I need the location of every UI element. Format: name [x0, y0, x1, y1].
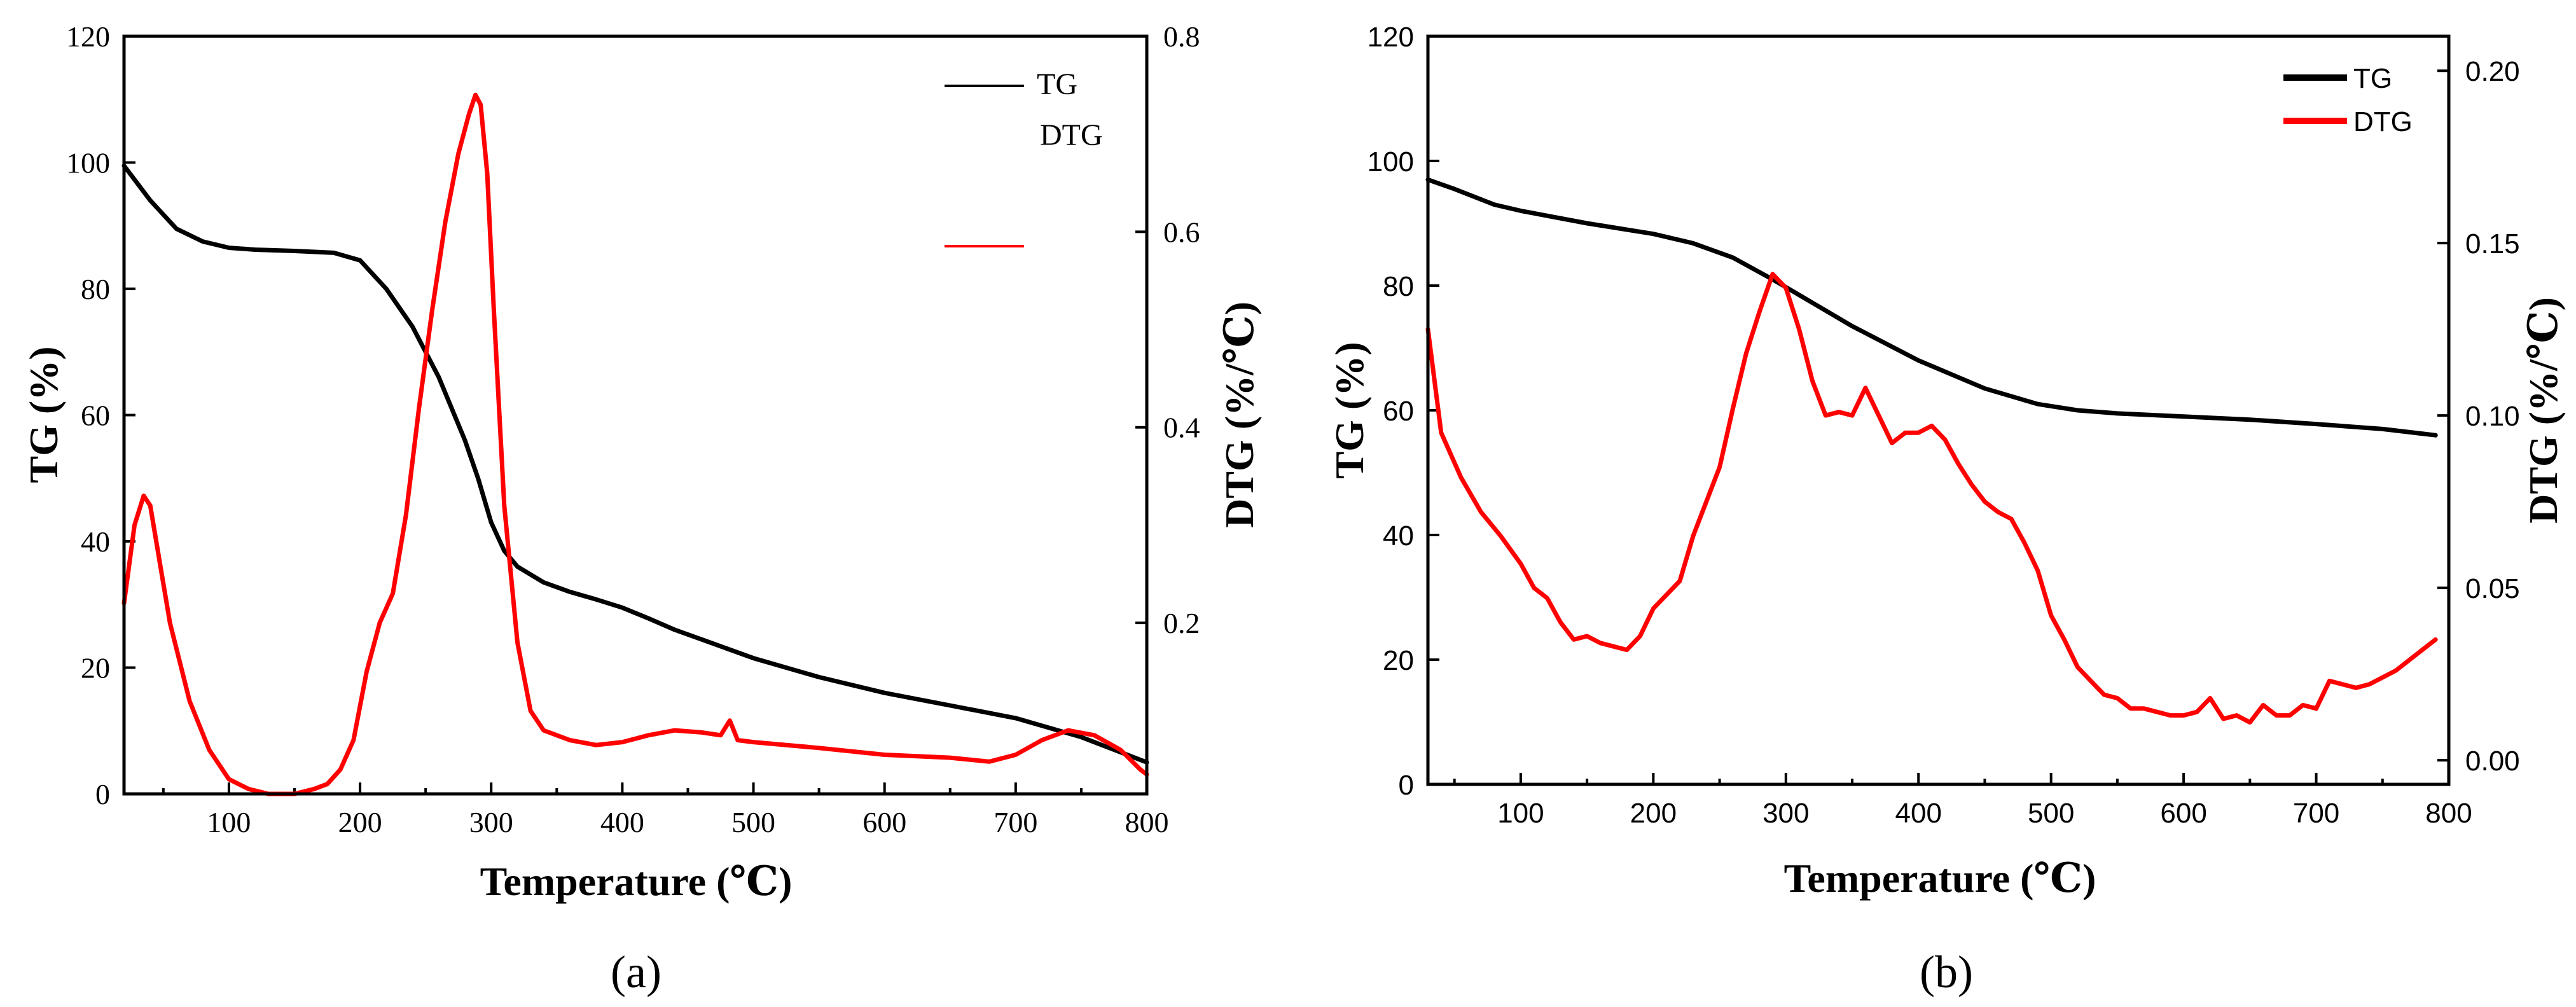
chart-b-series-dtg-line — [1425, 272, 2438, 725]
legend-b-dtg-label: DTG — [2353, 106, 2413, 137]
chart-panel-b: 100 200 300 400 500 600 700 800 0 20 40 60 80 100 120 0… — [1327, 22, 2566, 997]
chart-a-x-axis-title: Temperature (℃) — [480, 859, 793, 904]
chart-b-legend: TG DTG — [2283, 63, 2413, 137]
chart-a-y-left-tick-label: 60 — [81, 399, 110, 432]
chart-a-x-tick-label: 700 — [994, 806, 1037, 838]
chart-a-x-tick-label: 200 — [338, 806, 382, 838]
chart-a-x-tick-label: 300 — [469, 806, 513, 838]
chart-a-legend: TG DTG — [945, 67, 1103, 247]
chart-b-y-left-tick-label: 20 — [1383, 645, 1414, 676]
chart-b-y-right-tick-label: 0.20 — [2465, 56, 2520, 87]
chart-b-y-left-tick-label: 120 — [1368, 22, 1414, 53]
chart-b-x-tick-label: 500 — [2028, 798, 2074, 829]
chart-b-plot-frame — [1426, 34, 2451, 786]
chart-a-x-tick-label: 100 — [207, 806, 251, 838]
chart-b-y-right-tick-label: 0.15 — [2465, 228, 2520, 260]
chart-a-left-axis-title: TG (%) — [21, 346, 66, 483]
chart-b-y-right-tick-label: 0.00 — [2465, 746, 2520, 777]
chart-b-x-axis-title: Temperature (℃) — [1784, 856, 2096, 901]
chart-b-x-tick-label: 800 — [2425, 798, 2472, 829]
chart-b-x-tick-label: 600 — [2160, 798, 2206, 829]
chart-b-series-tg-line — [1425, 177, 2438, 438]
chart-b-y-left-tick-label: 80 — [1383, 271, 1414, 302]
chart-a-ticks: 100 200 300 400 500 600 700 800 0 20 40 60 80 100 120 0… — [66, 20, 1200, 838]
legend-a-dtg-label: DTG — [1040, 118, 1103, 152]
chart-a-x-tick-label: 800 — [1125, 806, 1169, 838]
chart-a-y-right-tick-label: 0.8 — [1163, 20, 1200, 53]
chart-a-right-axis-title: DTG (%/℃) — [1217, 302, 1262, 528]
chart-a-y-left-tick-label: 120 — [66, 20, 110, 53]
chart-a-y-left-tick-label: 0 — [95, 778, 110, 810]
chart-b-ticks: 100 200 300 400 500 600 700 800 0 20 40 60 80 100 120 0… — [1368, 22, 2520, 829]
chart-b-y-right-tick-label: 0.10 — [2465, 401, 2520, 432]
chart-b-x-tick-label: 400 — [1895, 798, 1942, 829]
chart-b-left-axis-title: TG (%) — [1327, 342, 1372, 478]
chart-a-x-tick-label: 500 — [731, 806, 775, 838]
chart-b-x-tick-label: 300 — [1762, 798, 1809, 829]
chart-a-y-right-tick-label: 0.2 — [1163, 607, 1200, 639]
chart-b-panel-label: (b) — [1920, 947, 1973, 997]
chart-panel-a: 100 200 300 400 500 600 700 800 0 20 40 60 80 100 120 0… — [21, 20, 1262, 997]
chart-b-y-right-tick-label: 0.05 — [2465, 573, 2520, 604]
chart-b-y-left-tick-label: 0 — [1399, 770, 1414, 801]
chart-a-y-left-tick-label: 100 — [66, 147, 110, 179]
chart-a-y-left-tick-label: 80 — [81, 273, 110, 305]
chart-a-x-tick-label: 600 — [862, 806, 906, 838]
chart-a-y-left-tick-label: 20 — [81, 652, 110, 684]
chart-b-y-left-tick-label: 60 — [1383, 396, 1414, 427]
chart-a-series-group — [121, 92, 1149, 796]
chart-a-x-tick-label: 400 — [600, 806, 644, 838]
chart-b-series-group — [1425, 177, 2438, 725]
legend-a-tg-label: TG — [1037, 67, 1077, 101]
chart-a-series-dtg-line — [121, 92, 1149, 796]
chart-b-right-axis-title: DTG (%/℃) — [2521, 297, 2566, 524]
chart-b-x-tick-label: 100 — [1497, 798, 1544, 829]
chart-b-y-left-tick-label: 40 — [1383, 520, 1414, 552]
chart-a-y-right-tick-label: 0.6 — [1163, 216, 1200, 248]
chart-a-y-right-tick-label: 0.4 — [1163, 412, 1200, 444]
legend-b-tg-label: TG — [2353, 63, 2392, 94]
chart-b-x-tick-label: 200 — [1630, 798, 1677, 829]
chart-b-y-left-tick-label: 100 — [1368, 146, 1414, 177]
chart-a-y-left-tick-label: 40 — [81, 525, 110, 558]
chart-a-panel-label: (a) — [611, 947, 661, 997]
chart-b-x-tick-label: 700 — [2293, 798, 2339, 829]
chart-a-plot-frame — [122, 34, 1149, 796]
